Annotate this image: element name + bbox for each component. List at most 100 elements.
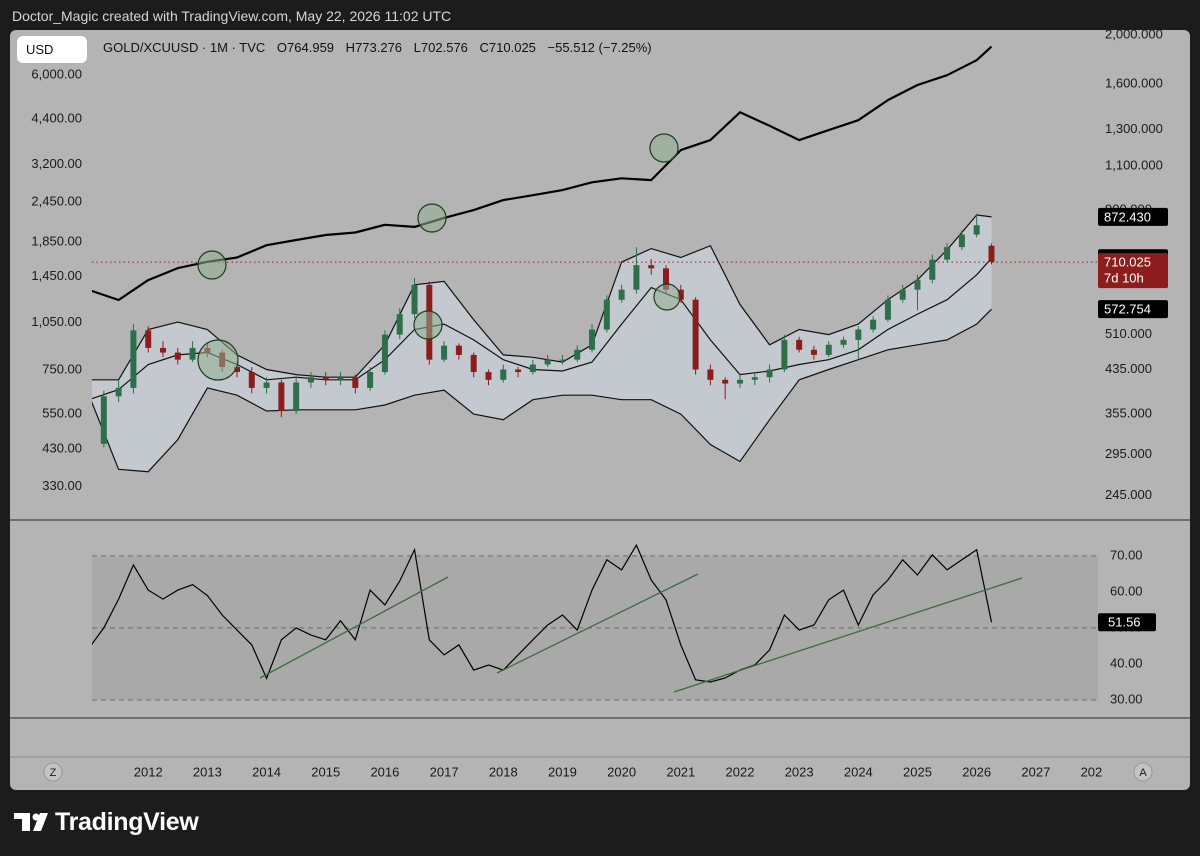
x-tick-label: 2020 xyxy=(607,764,636,779)
brand: TradingView xyxy=(55,808,199,836)
candle-body xyxy=(722,379,729,384)
candle-body xyxy=(278,382,285,412)
y-tick-label: 510.000 xyxy=(1105,326,1152,341)
candle-body xyxy=(840,339,847,345)
ohlc-letter: H xyxy=(345,40,356,55)
scale-button-label[interactable]: Z xyxy=(50,767,57,779)
x-tick-label: 2023 xyxy=(785,764,814,779)
x-tick-label: 2024 xyxy=(844,764,873,779)
candle-body xyxy=(307,377,314,383)
time-axis: 2012 2013 2014 2015 2016 2017 2018 2019 2020 2021… xyxy=(134,764,1110,779)
candle-body xyxy=(322,377,329,380)
change: −55.512 (−7.25%) xyxy=(547,40,652,55)
scale-button-label[interactable]: A xyxy=(1139,767,1147,779)
axes: 245.000295.000355.000435.000510.000650.0… xyxy=(31,26,1162,706)
candle-body xyxy=(500,369,507,380)
candle-body xyxy=(603,299,610,330)
x-tick-label: 2015 xyxy=(311,764,340,779)
trendline xyxy=(673,577,1023,693)
candle-body xyxy=(529,364,536,373)
candle-body xyxy=(100,396,107,444)
y2-tick-label: 330.00 xyxy=(42,478,82,493)
ohlc-value: 710.025 xyxy=(488,40,536,55)
candle-body xyxy=(367,372,374,388)
candle-body xyxy=(115,387,122,397)
logo-part xyxy=(22,813,30,831)
candle-body xyxy=(810,349,817,355)
band-fill xyxy=(92,215,992,472)
x-tick-label: 2013 xyxy=(193,764,222,779)
scale-button[interactable] xyxy=(43,762,63,782)
candle-body xyxy=(663,268,670,290)
candle-body xyxy=(396,314,403,335)
y-tick-label: 1,100.000 xyxy=(1105,158,1163,173)
y2-tick-label: 3,200.00 xyxy=(31,156,82,171)
x-tick-label: 2019 xyxy=(548,764,577,779)
candle-body xyxy=(870,319,877,330)
candle-body xyxy=(766,369,773,378)
candle-body xyxy=(92,443,93,451)
rsi-line xyxy=(92,543,993,683)
candle-body xyxy=(692,299,699,370)
highlight-circle xyxy=(197,339,239,381)
candle-body xyxy=(707,369,714,380)
current-price-box xyxy=(1098,253,1168,289)
price-label: 572.754 xyxy=(1104,302,1151,317)
x-tick-label: 2018 xyxy=(489,764,518,779)
y-tick-label: 40.00 xyxy=(1110,655,1143,670)
candle-body xyxy=(914,279,921,290)
scale-button[interactable] xyxy=(1133,762,1153,782)
candle-body xyxy=(145,330,152,348)
x-tick-label: 2012 xyxy=(134,764,163,779)
ohlc-letter: O xyxy=(276,40,288,55)
candle-body xyxy=(648,265,655,269)
highlight-circle xyxy=(413,310,443,340)
candle-body xyxy=(470,354,477,373)
candle-body xyxy=(796,339,803,350)
candle-body xyxy=(248,372,255,388)
brand-logo xyxy=(14,813,48,831)
trendlines xyxy=(259,573,1023,693)
price-label-box xyxy=(1098,300,1168,319)
candle-body xyxy=(293,382,300,412)
y-tick-label: 295.000 xyxy=(1105,446,1152,461)
y-tick-label: 355.000 xyxy=(1105,406,1152,421)
candle-body xyxy=(781,339,788,370)
currency-button[interactable]: USD xyxy=(17,36,87,63)
band-line xyxy=(92,308,992,473)
trendline xyxy=(496,573,699,674)
y2-tick-label: 550.00 xyxy=(42,406,82,421)
candle-body xyxy=(352,377,359,388)
candle-body xyxy=(825,344,832,355)
price-label-box xyxy=(1098,207,1168,226)
candle-body xyxy=(544,359,551,365)
logo-part xyxy=(33,813,48,831)
candle-body xyxy=(973,225,980,235)
y-tick-label: 1,600.000 xyxy=(1105,75,1163,90)
y2-tick-label: 2,450.00 xyxy=(31,194,82,209)
candle-body xyxy=(589,329,596,350)
candle-body xyxy=(618,289,625,300)
x-tick-label: 2026 xyxy=(962,764,991,779)
y-tick-label: 60.00 xyxy=(1110,583,1143,598)
ohlc-letter: L xyxy=(413,40,421,55)
logo-part xyxy=(32,813,40,821)
y-tick-label: 70.00 xyxy=(1110,547,1143,562)
y2-tick-label: 6,000.00 xyxy=(31,67,82,82)
x-tick-label: 2014 xyxy=(252,764,281,779)
candle-body xyxy=(130,330,137,388)
candle-body xyxy=(899,289,906,300)
y2-tick-label: 1,850.00 xyxy=(31,234,82,249)
candle-body xyxy=(884,299,891,320)
symbol: GOLD/XCUUSD · 1M · TVC xyxy=(103,40,266,55)
rsi-pane xyxy=(92,543,993,683)
y-tick-label: 1,300.000 xyxy=(1105,121,1163,136)
candle-body xyxy=(189,347,196,360)
candle-body xyxy=(233,367,240,373)
x-tick-label: 2028 xyxy=(1081,764,1110,779)
y2-tick-label: 4,400.00 xyxy=(31,111,82,126)
y2-tick-label: 1,050.00 xyxy=(31,314,82,329)
candle-body xyxy=(411,284,418,315)
candle-body xyxy=(337,377,344,380)
